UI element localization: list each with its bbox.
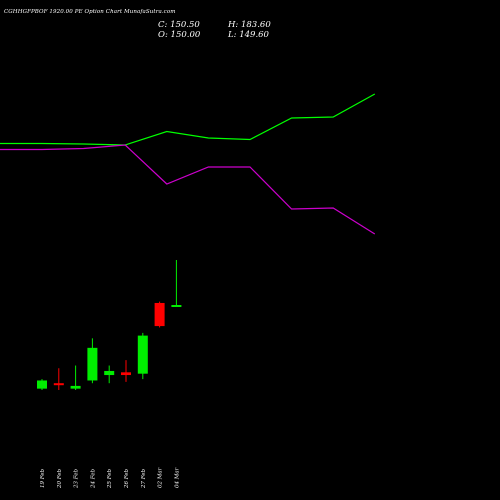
candle-body: [154, 302, 165, 327]
candle: [87, 338, 98, 384]
open-readout: O: 150.00: [158, 30, 200, 40]
candle-body: [121, 372, 131, 376]
candle: [70, 365, 81, 390]
low-value: 149.60: [239, 30, 269, 40]
candle-body: [37, 380, 47, 389]
open-label: O:: [158, 30, 168, 40]
candle: [37, 379, 47, 390]
low-readout: L: 149.60: [228, 30, 269, 40]
candle: [154, 301, 165, 328]
close-label: C:: [158, 20, 168, 30]
candle-body: [70, 385, 81, 389]
candle-body: [137, 335, 148, 374]
candle: [171, 260, 182, 308]
close-value: 150.50: [170, 20, 200, 30]
date-label: 27 Feb: [141, 468, 147, 489]
date-label: 23 Feb: [74, 468, 80, 489]
high-value: 183.60: [240, 20, 271, 30]
low-label: L:: [228, 30, 237, 40]
candle: [137, 332, 148, 380]
candle-body: [53, 383, 64, 386]
candle: [121, 360, 131, 382]
candle-body: [104, 370, 115, 376]
high-label: H:: [228, 20, 239, 30]
indicator-line-1: [0, 93, 376, 146]
date-label: 02 Mar: [158, 467, 164, 488]
chart-title: CGHHGFPBOF 1920.00 PE Option Chart Munaf…: [4, 9, 176, 15]
date-label: 26 Feb: [124, 468, 130, 489]
high-readout: H: 183.60: [228, 20, 271, 30]
candle: [104, 365, 115, 384]
candle: [53, 368, 64, 390]
date-label: 25 Feb: [107, 468, 113, 489]
indicator-lines: [0, 93, 376, 235]
date-label: 20 Feb: [57, 468, 63, 489]
candles: [37, 260, 182, 390]
candle-body: [171, 305, 182, 308]
open-value: 150.00: [170, 30, 201, 40]
candle-body: [87, 347, 98, 381]
date-labels: 19 Feb 20 Feb 23 Feb 24 Feb 25 Feb 26 Feb 27 F…: [40, 467, 180, 489]
date-label: 19 Feb: [40, 468, 46, 488]
indicator-line-2: [0, 144, 376, 235]
close-readout: C: 150.50: [158, 20, 200, 30]
date-label: 04 Mar: [174, 467, 180, 488]
date-label: 24 Feb: [90, 468, 96, 489]
